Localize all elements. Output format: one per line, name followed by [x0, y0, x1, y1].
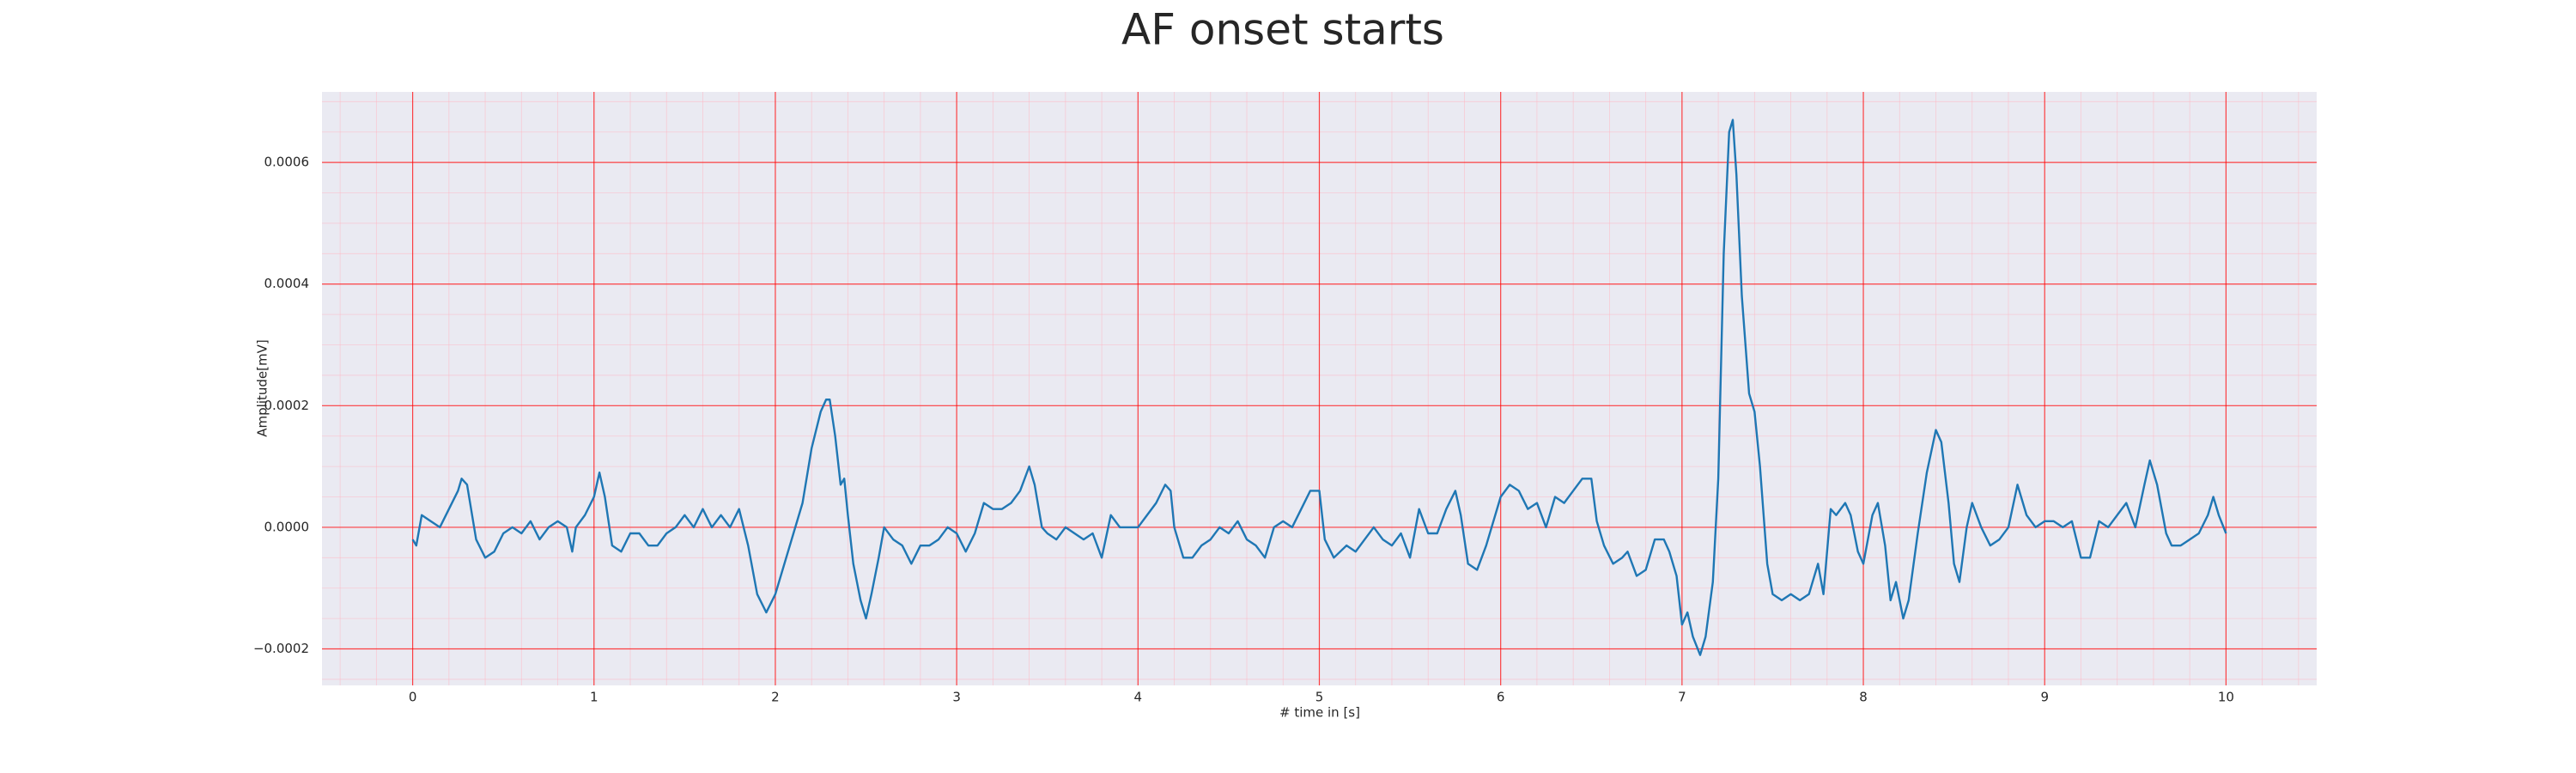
x-tick-label: 7 [1678, 690, 1686, 705]
chart-title: AF onset starts [1121, 5, 1444, 55]
y-tick-label: −0.0002 [253, 641, 309, 656]
x-tick-label: 9 [2040, 690, 2049, 705]
y-tick-label: 0.0002 [264, 398, 310, 413]
y-tick-label: 0.0004 [264, 276, 310, 291]
signal-line [411, 119, 2227, 656]
y-tick-label: 0.0000 [264, 519, 310, 534]
x-axis-label: # time in [s] [1279, 705, 1360, 721]
x-tick-label: 3 [952, 690, 961, 705]
x-tick-label: 10 [2218, 690, 2234, 705]
x-tick-label: 1 [590, 690, 598, 705]
x-tick-label: 6 [1497, 690, 1505, 705]
x-tick-label: 4 [1134, 690, 1143, 705]
x-tick-label: 0 [409, 690, 417, 705]
y-tick-label: 0.0006 [264, 155, 310, 170]
y-axis-label: Amplitude[mV] [255, 339, 270, 436]
x-tick-label: 5 [1315, 690, 1324, 705]
x-tick-label: 2 [771, 690, 780, 705]
x-tick-label: 8 [1859, 690, 1868, 705]
